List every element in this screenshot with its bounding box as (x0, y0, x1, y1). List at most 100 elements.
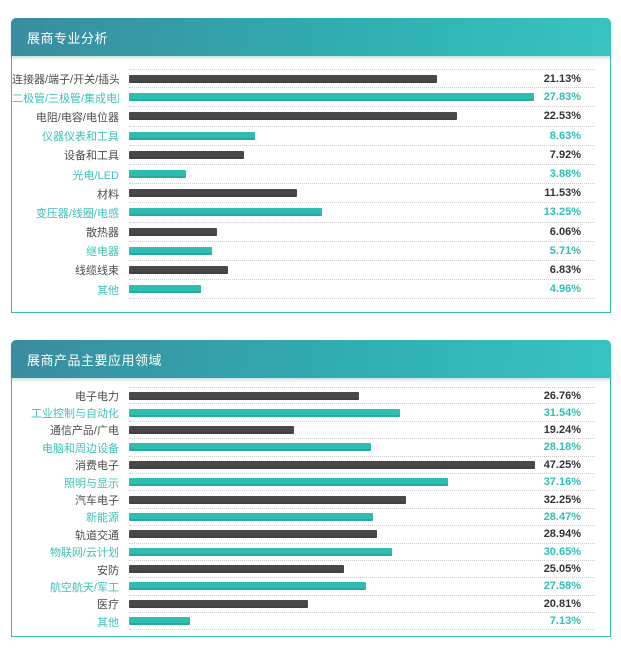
bar-track: 19.24% (129, 422, 595, 440)
chart-row: 二极管/三极管/集成电路 27.83% (12, 88, 610, 108)
bar-value: 13.25% (543, 206, 581, 219)
category-label: 线缆线束 (75, 265, 119, 278)
chart-row: 继电器 5.71% (12, 242, 610, 261)
category-label: 工业控制与自动化 (31, 408, 119, 421)
bar (129, 391, 359, 400)
category-label: 材料 (97, 188, 119, 201)
bar (129, 93, 535, 102)
category-label: 电子电力 (75, 390, 119, 403)
chart-row: 通信产品/广电 19.24% (12, 422, 610, 440)
category-label: 二极管/三极管/集成电路 (12, 92, 119, 105)
bar-value: 47.25% (543, 458, 581, 471)
bar-track: 25.05% (129, 561, 595, 579)
bar (129, 495, 406, 504)
chart-row: 材料 11.53% (12, 184, 610, 204)
bar-value: 28.47% (543, 510, 581, 523)
bar-track: 28.18% (129, 439, 595, 457)
bar-track: 7.13% (129, 613, 595, 631)
bar-value: 7.92% (549, 148, 581, 161)
chart-row: 轨道交通 28.94% (12, 526, 610, 544)
chart-row: 线缆线束 6.83% (12, 261, 610, 281)
bar (129, 530, 378, 539)
chart-row: 连接器/端子/开关/插头 21.13% (12, 69, 610, 89)
bar-value: 26.76% (543, 389, 581, 402)
bar-track: 28.94% (129, 526, 595, 544)
category-label: 散热器 (86, 227, 119, 240)
panel-title: 展商专业分析 (27, 30, 109, 46)
category-label: 电脑和周边设备 (42, 442, 119, 455)
bar (129, 131, 255, 140)
bar-value: 28.94% (543, 528, 581, 541)
category-label: 安防 (97, 564, 119, 577)
chart-row: 仪器仪表和工具 8.63% (12, 127, 610, 146)
bar (129, 170, 186, 179)
bar (129, 285, 202, 294)
bar-track: 20.81% (129, 596, 595, 614)
bar-track: 27.83% (129, 88, 595, 108)
bar (129, 189, 297, 198)
chart-row: 电脑和周边设备 28.18% (12, 439, 610, 457)
bar-chart-specialty: 连接器/端子/开关/插头 21.13% 二极管/三极管/集成电路 27.83% 电阻/电… (12, 69, 610, 300)
chart-row: 照明与显示 37.16% (12, 474, 610, 492)
category-label: 医疗 (97, 599, 119, 612)
chart-row: 设备和工具 7.92% (12, 146, 610, 165)
category-label: 照明与显示 (64, 477, 119, 490)
bar-track: 47.25% (129, 457, 595, 474)
bar-value: 20.81% (543, 597, 581, 610)
chart-row: 汽车电子 32.25% (12, 491, 610, 509)
bar-track: 6.83% (129, 261, 595, 281)
bar (129, 460, 535, 469)
bar-value: 21.13% (543, 72, 581, 85)
bar-track: 4.96% (129, 280, 595, 300)
bar (129, 547, 393, 556)
chart-row: 医疗 20.81% (12, 596, 610, 614)
bar (129, 227, 218, 236)
chart-row: 工业控制与自动化 31.54% (12, 404, 610, 422)
bar-value: 19.24% (543, 423, 581, 436)
bar-track: 3.88% (129, 165, 595, 185)
chart-row: 其他 4.96% (12, 280, 610, 300)
bar-track: 30.65% (129, 544, 595, 561)
bar (129, 512, 374, 521)
category-label: 新能源 (86, 512, 119, 525)
bar-track: 7.92% (129, 146, 595, 165)
bar (129, 425, 295, 434)
bar (129, 408, 400, 417)
bar (129, 443, 371, 452)
bar-value: 32.25% (543, 493, 581, 506)
bar-value: 25.05% (543, 563, 581, 576)
bar-track: 26.76% (129, 387, 595, 405)
chart-row: 电阻/电容/电位器 22.53% (12, 107, 610, 127)
bar-track: 11.53% (129, 184, 595, 204)
category-label: 物联网/云计划 (49, 547, 119, 560)
chart-row: 新能源 28.47% (12, 509, 610, 527)
bar (129, 74, 437, 83)
category-label: 航空航天/军工 (49, 581, 119, 594)
bar (129, 246, 213, 255)
chart-row: 消费电子 47.25% (12, 457, 610, 474)
chart-row: 物联网/云计划 30.65% (12, 544, 610, 561)
panel-exhibitor-specialty: 展商专业分析 连接器/端子/开关/插头 21.13% 二极管/三极管/集成电路 27.… (11, 18, 611, 313)
category-label: 轨道交通 (75, 529, 119, 542)
bar-value: 5.71% (549, 244, 581, 257)
bar-value: 6.83% (549, 263, 581, 276)
category-label: 光电/LED (72, 169, 119, 182)
bar-chart-applications: 电子电力 26.76% 工业控制与自动化 31.54% 通信产品/广电 19.24% 电脑和… (12, 387, 610, 631)
bar-track: 21.13% (129, 69, 595, 89)
bar-value: 6.06% (549, 225, 581, 238)
bar-track: 13.25% (129, 203, 595, 223)
category-label: 其他 (97, 616, 119, 629)
bar-track: 32.25% (129, 491, 595, 509)
panel-title: 展商产品主要应用领域 (27, 352, 163, 368)
category-label: 继电器 (86, 246, 119, 259)
chart-row: 其他 7.13% (12, 613, 610, 631)
panel-application-fields: 展商产品主要应用领域 电子电力 26.76% 工业控制与自动化 31.54% 通信产品/… (11, 340, 611, 637)
chart-body: 电子电力 26.76% 工业控制与自动化 31.54% 通信产品/广电 19.24% 电脑和… (11, 378, 611, 637)
category-label: 连接器/端子/开关/插头 (12, 73, 119, 86)
chart-body: 连接器/端子/开关/插头 21.13% 二极管/三极管/集成电路 27.83% 电阻/电… (11, 56, 611, 313)
category-label: 消费电子 (75, 460, 119, 473)
bar-value: 4.96% (549, 283, 581, 296)
bar-value: 22.53% (543, 110, 581, 123)
chart-row: 电子电力 26.76% (12, 387, 610, 405)
bar-value: 31.54% (543, 406, 581, 419)
